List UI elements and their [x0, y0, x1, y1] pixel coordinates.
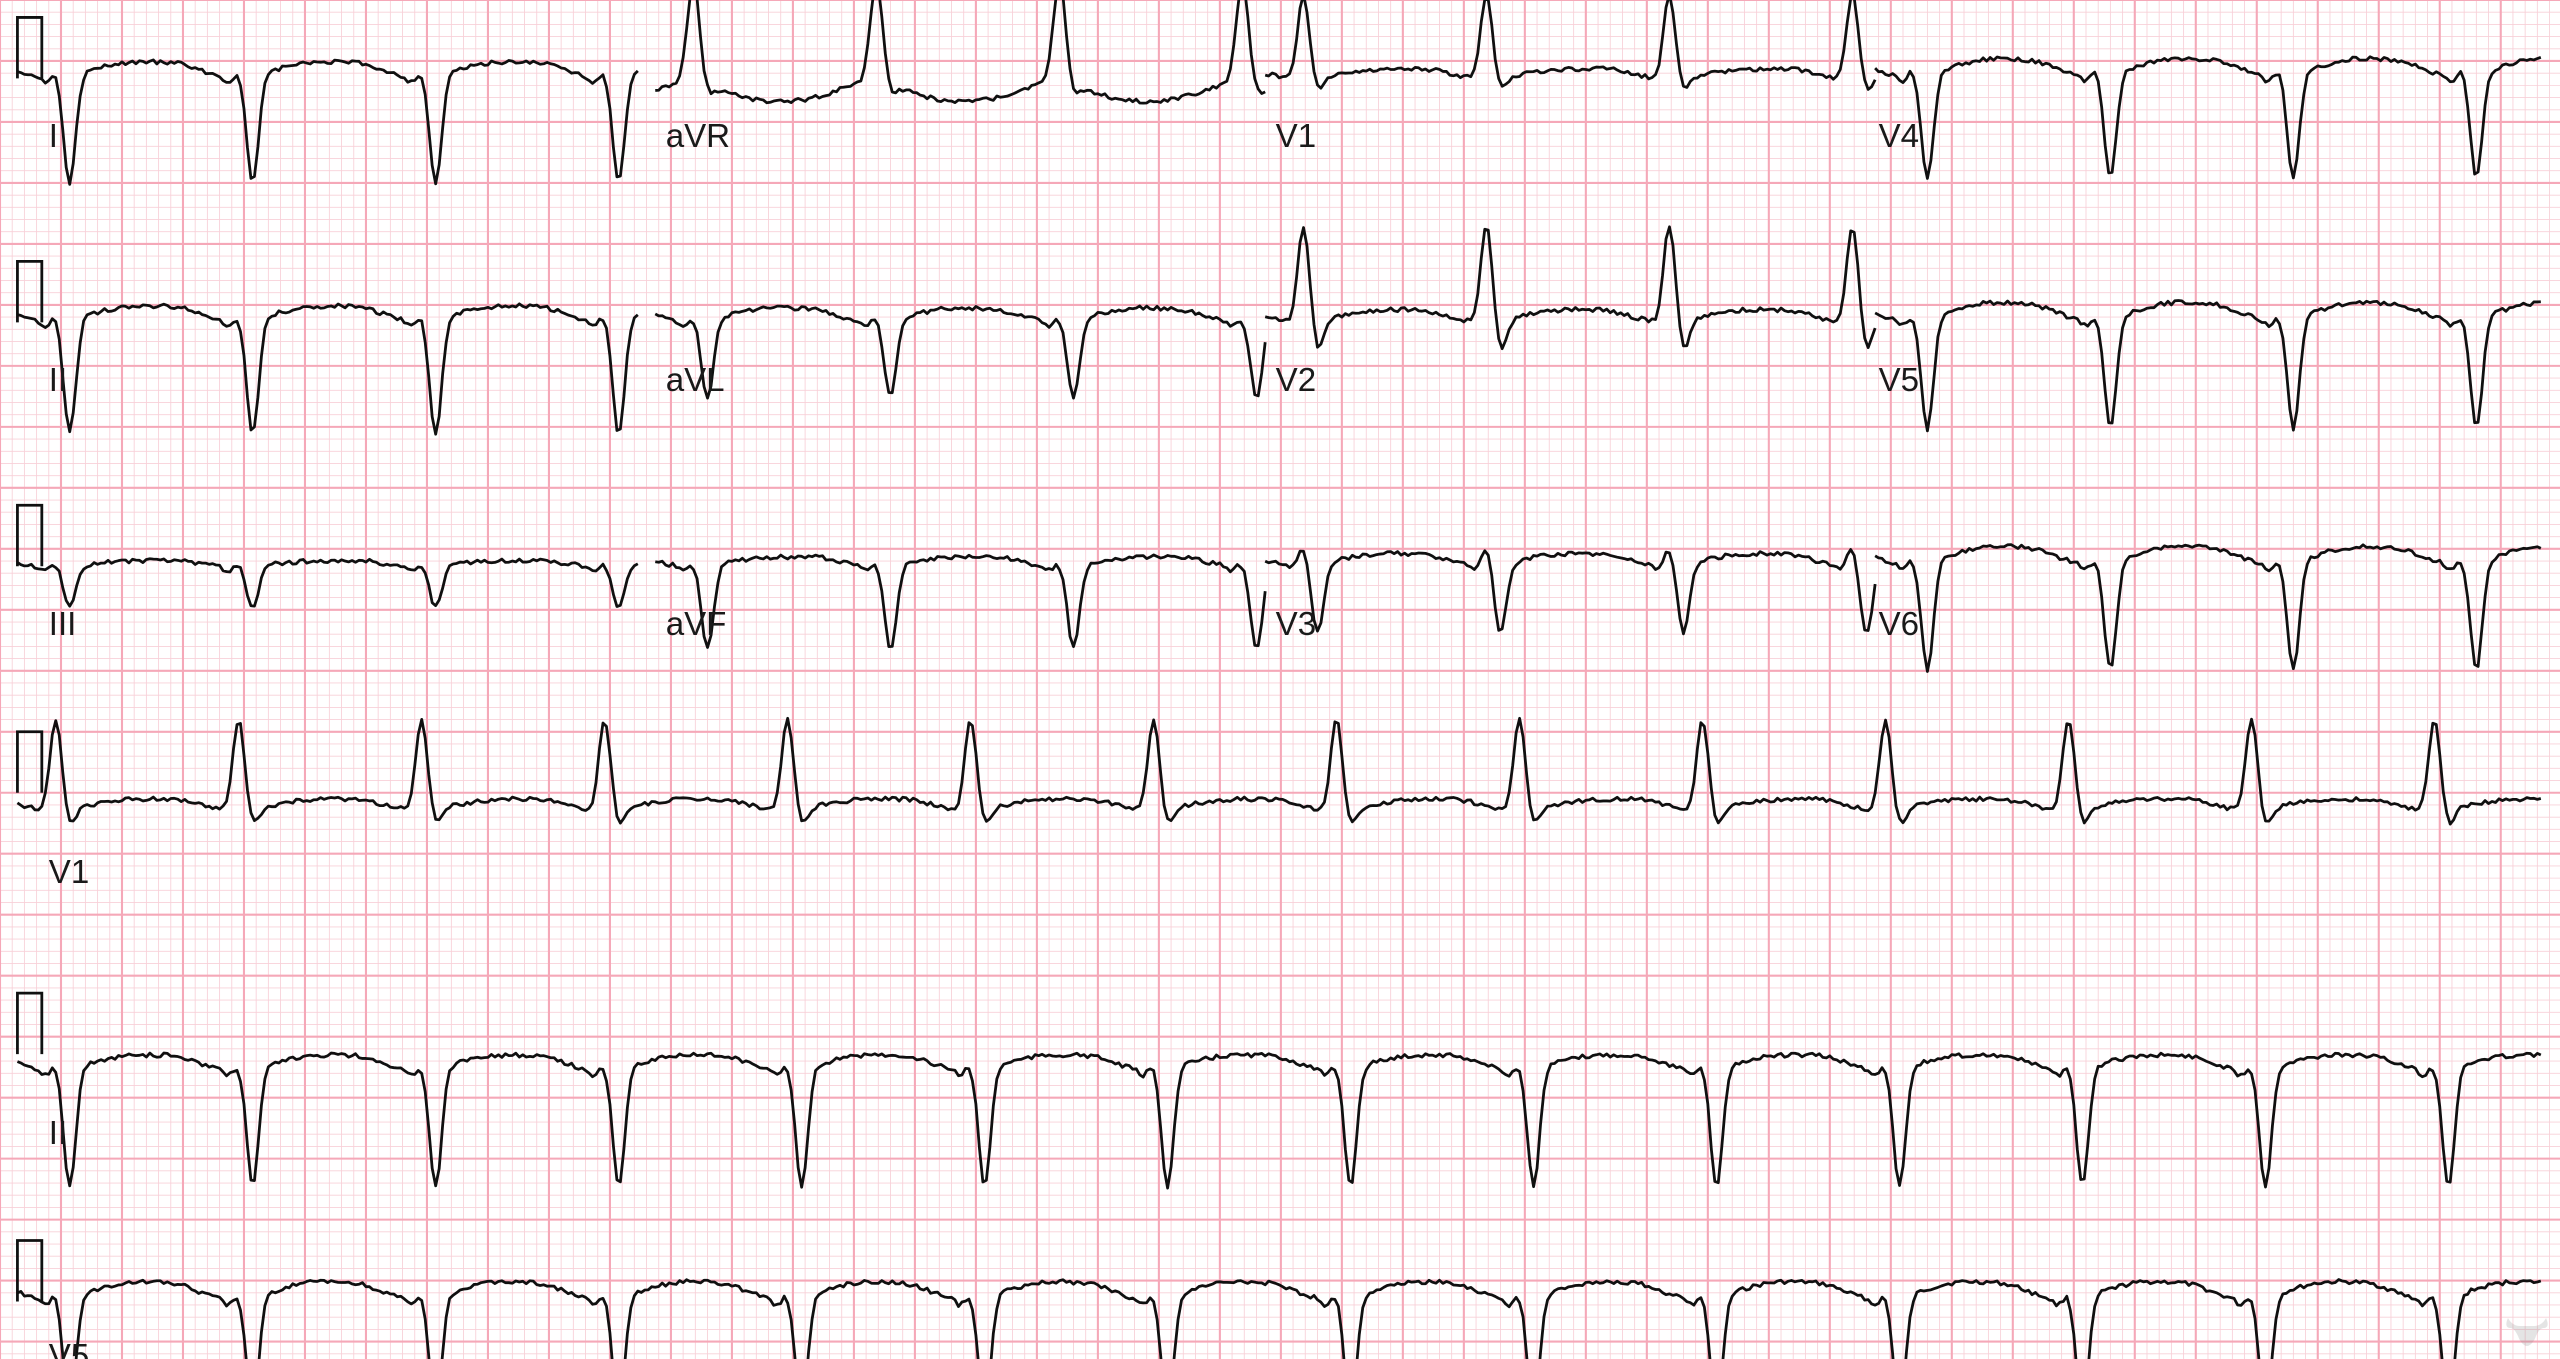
- ecg-chart-container: IaVRV1V4IIaVLV2V5IIIaVFV3V6V1IIV5: [0, 0, 2560, 1359]
- ecg-svg: [0, 0, 2560, 1359]
